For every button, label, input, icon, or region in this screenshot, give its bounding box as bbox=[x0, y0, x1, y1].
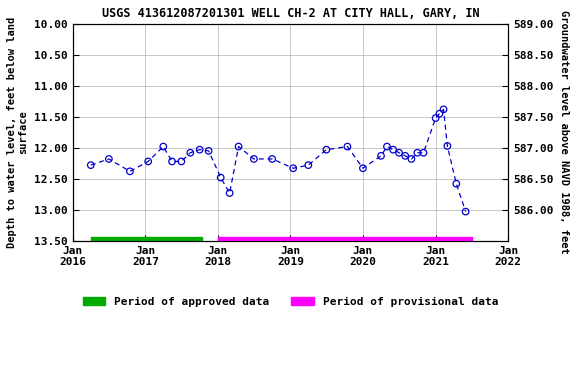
Point bbox=[439, 106, 448, 113]
Y-axis label: Depth to water level, feet below land
surface: Depth to water level, feet below land su… bbox=[7, 17, 29, 248]
Y-axis label: Groundwater level above NAVD 1988, feet: Groundwater level above NAVD 1988, feet bbox=[559, 10, 569, 254]
Point bbox=[419, 150, 428, 156]
Point bbox=[407, 156, 416, 162]
Point bbox=[249, 156, 259, 162]
Point bbox=[234, 144, 243, 150]
Point bbox=[401, 153, 410, 159]
Point bbox=[185, 150, 195, 156]
Point bbox=[216, 174, 225, 180]
Point bbox=[431, 115, 440, 121]
Point bbox=[322, 147, 331, 153]
Point bbox=[382, 144, 392, 150]
Point bbox=[204, 148, 213, 154]
Point bbox=[225, 190, 234, 196]
Point bbox=[86, 162, 96, 168]
Point bbox=[389, 147, 398, 153]
Point bbox=[358, 165, 367, 171]
Point bbox=[461, 209, 470, 215]
Point bbox=[443, 143, 452, 149]
Point bbox=[168, 158, 177, 164]
Point bbox=[177, 158, 186, 164]
Point bbox=[289, 165, 298, 171]
Point bbox=[435, 111, 444, 117]
Point bbox=[195, 147, 204, 153]
Title: USGS 413612087201301 WELL CH-2 AT CITY HALL, GARY, IN: USGS 413612087201301 WELL CH-2 AT CITY H… bbox=[101, 7, 479, 20]
Point bbox=[413, 150, 422, 156]
Point bbox=[104, 156, 113, 162]
Point bbox=[395, 150, 404, 156]
Point bbox=[452, 180, 461, 187]
Point bbox=[304, 162, 313, 168]
Legend: Period of approved data, Period of provisional data: Period of approved data, Period of provi… bbox=[78, 292, 502, 311]
Point bbox=[267, 156, 276, 162]
Point bbox=[126, 168, 135, 174]
Point bbox=[143, 158, 153, 164]
Point bbox=[158, 144, 168, 150]
Point bbox=[376, 153, 385, 159]
Point bbox=[343, 144, 352, 150]
